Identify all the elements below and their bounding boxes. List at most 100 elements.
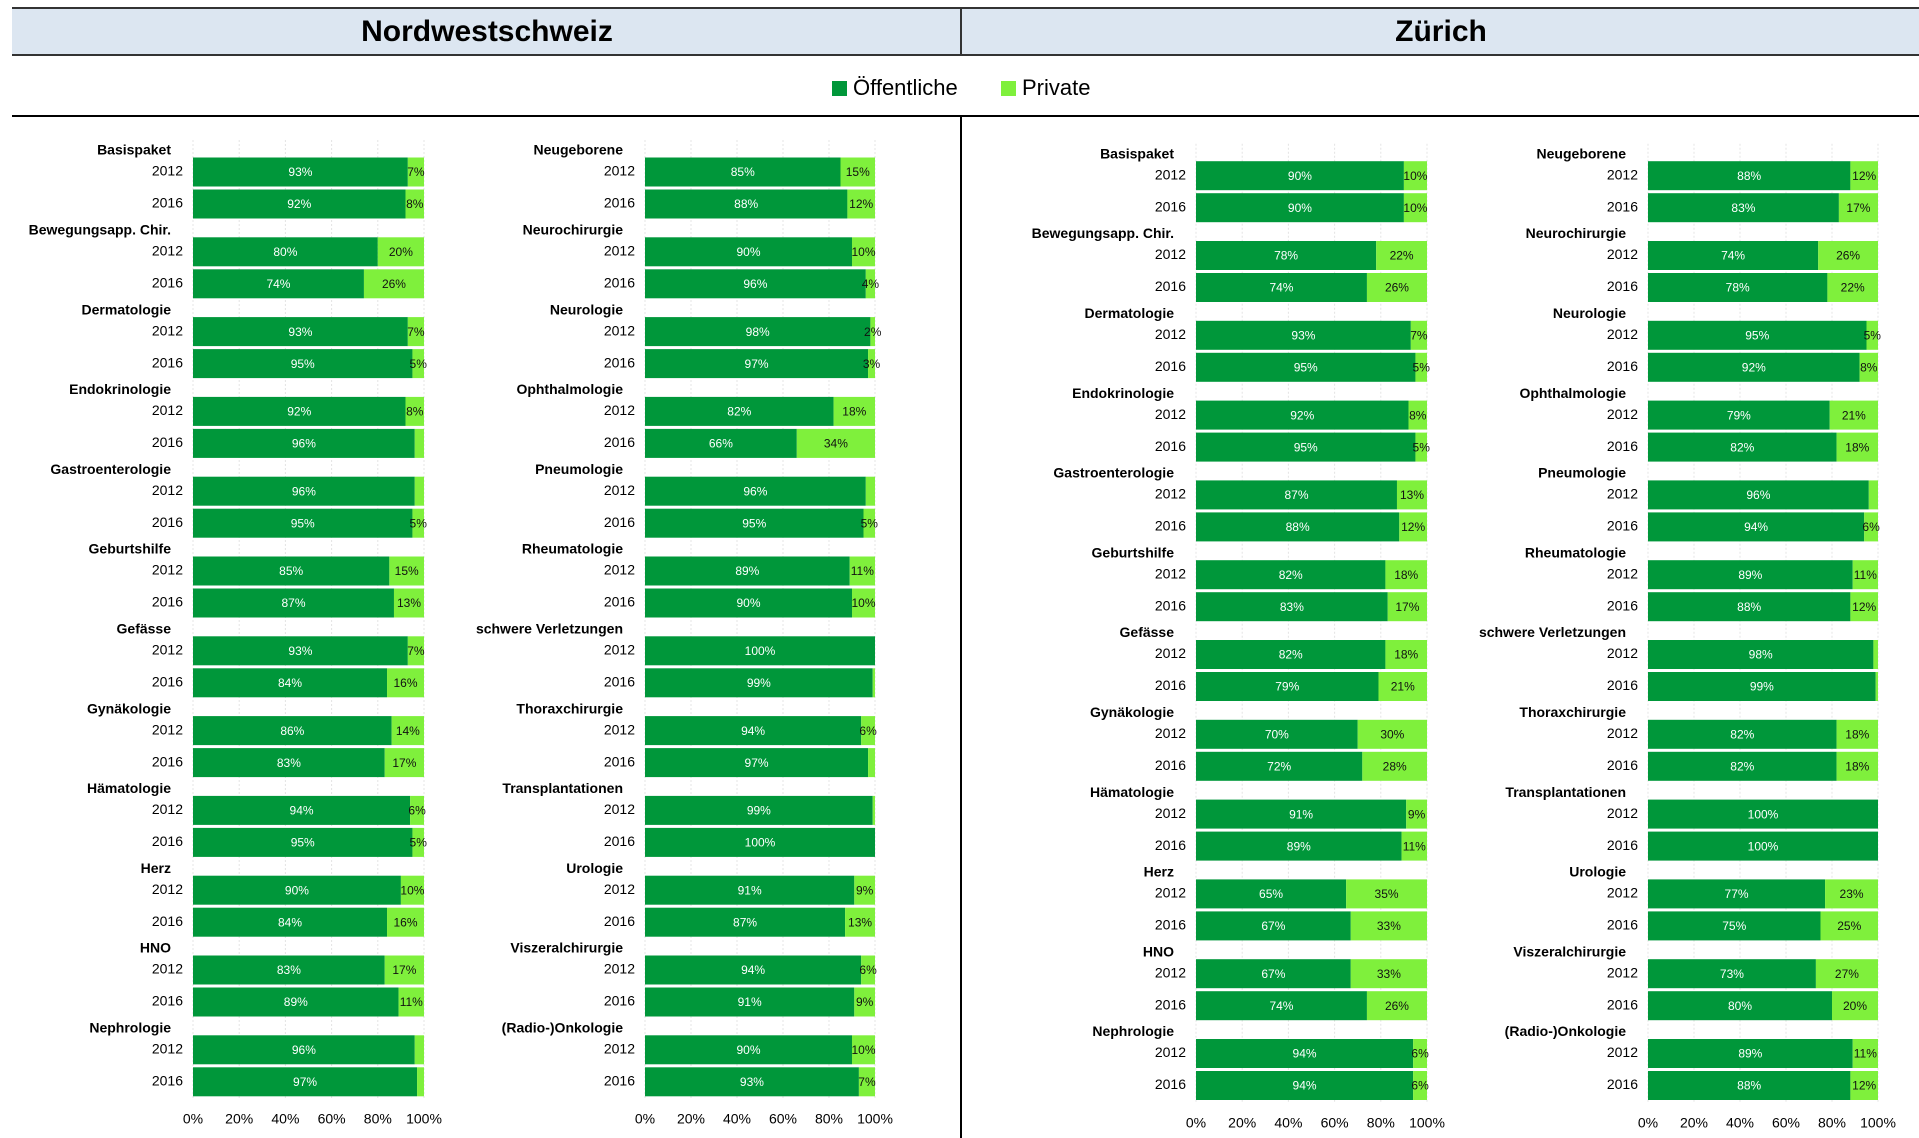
data-label: 88% — [1737, 1079, 1761, 1093]
year-label: 2012 — [1607, 725, 1638, 741]
group-label: Viszeralchirurgie — [510, 940, 623, 956]
data-label: 16% — [394, 676, 418, 690]
data-label: 99% — [747, 676, 771, 690]
year-label: 2012 — [1607, 805, 1638, 821]
bar-segment — [193, 317, 408, 347]
year-label: 2012 — [1155, 166, 1186, 182]
data-label: 3% — [863, 357, 881, 371]
bar-segment — [645, 907, 846, 937]
data-label: 100% — [1748, 807, 1779, 821]
data-label: 95% — [1294, 440, 1318, 454]
data-label: 34% — [824, 437, 848, 451]
bar-segment — [1850, 592, 1878, 622]
data-label: 97% — [745, 756, 769, 770]
year-label: 2016 — [1155, 597, 1186, 613]
bar-segment — [645, 317, 871, 347]
bar-segment — [868, 748, 875, 778]
year-label: 2012 — [1607, 486, 1638, 502]
bar-segment — [645, 428, 797, 458]
data-label: 65% — [1259, 887, 1283, 901]
bar-segment — [193, 716, 392, 746]
bar-segment — [405, 189, 424, 219]
bar-segment — [1385, 560, 1427, 590]
bar-segment — [1196, 320, 1411, 350]
year-label: 2012 — [152, 562, 183, 578]
data-label: 5% — [410, 836, 428, 850]
bar-segment — [1385, 640, 1427, 669]
data-label: 93% — [288, 325, 312, 339]
bar-segment — [1415, 352, 1427, 382]
bar-segment — [1362, 751, 1427, 781]
data-label: 89% — [1287, 839, 1311, 853]
bar-segment — [845, 907, 875, 937]
data-label: 94% — [290, 804, 314, 818]
group-label: Basispaket — [97, 142, 171, 158]
data-label: 91% — [738, 995, 762, 1009]
data-label: 95% — [291, 357, 315, 371]
year-label: 2016 — [604, 993, 635, 1009]
bar-segment — [193, 827, 413, 857]
year-label: 2016 — [152, 354, 183, 370]
data-label: 5% — [1864, 328, 1882, 342]
bar-segment — [796, 428, 875, 458]
bar-segment — [849, 556, 875, 586]
data-label: 90% — [1288, 201, 1312, 215]
bar-segment — [193, 189, 406, 219]
bar-segment — [1648, 751, 1837, 781]
year-label: 2016 — [604, 594, 635, 610]
bar-segment — [412, 349, 424, 379]
year-label: 2012 — [1155, 565, 1186, 581]
data-label: 82% — [1279, 568, 1303, 582]
bar-segment — [1648, 911, 1821, 941]
year-label: 2012 — [1607, 166, 1638, 182]
bar-segment — [861, 955, 875, 985]
bar-segment — [852, 588, 875, 618]
legend-label: Private — [1022, 75, 1090, 100]
bar-segment — [1196, 831, 1402, 861]
x-tick-label: 20% — [677, 1111, 705, 1127]
bar-segment — [863, 508, 875, 538]
data-label: 89% — [735, 564, 759, 578]
year-label: 2016 — [1607, 518, 1638, 534]
data-label: 5% — [410, 516, 428, 530]
bar-segment — [193, 556, 390, 586]
bar-segment — [645, 1035, 852, 1065]
header-band — [12, 8, 1919, 55]
data-label: 85% — [731, 165, 755, 179]
year-label: 2016 — [152, 913, 183, 929]
year-label: 2016 — [1155, 518, 1186, 534]
year-label: 2012 — [604, 402, 635, 418]
bar-segment — [872, 795, 875, 825]
year-label: 2012 — [1155, 725, 1186, 741]
x-tick-label: 100% — [406, 1111, 442, 1127]
bar-segment — [645, 349, 869, 379]
data-label: 78% — [1274, 249, 1298, 263]
bar-segment — [1836, 751, 1878, 781]
data-label: 90% — [1288, 169, 1312, 183]
bar-segment — [861, 716, 875, 746]
year-label: 2016 — [1607, 996, 1638, 1012]
data-label: 21% — [1391, 680, 1415, 694]
year-label: 2016 — [604, 354, 635, 370]
year-label: 2012 — [1155, 326, 1186, 342]
bar-segment — [363, 269, 424, 299]
x-tick-label: 80% — [1818, 1114, 1846, 1130]
bar-segment — [1648, 1039, 1853, 1068]
bar-segment — [1818, 241, 1878, 270]
data-label: 8% — [406, 405, 424, 419]
data-label: 30% — [1380, 727, 1404, 741]
data-label: 18% — [1845, 759, 1869, 773]
bar-segment — [1648, 161, 1851, 191]
year-label: 2016 — [1155, 677, 1186, 693]
group-label: Basispaket — [1100, 145, 1174, 161]
bar-segment — [193, 476, 415, 506]
data-label: 78% — [1726, 281, 1750, 295]
bar-segment — [1196, 400, 1409, 430]
data-label: 14% — [396, 724, 420, 738]
data-label: 79% — [1275, 680, 1299, 694]
year-label: 2016 — [1607, 917, 1638, 933]
data-label: 90% — [736, 245, 760, 259]
bar-segment — [1376, 241, 1427, 270]
data-label: 10% — [851, 1043, 875, 1057]
data-label: 9% — [856, 883, 874, 897]
